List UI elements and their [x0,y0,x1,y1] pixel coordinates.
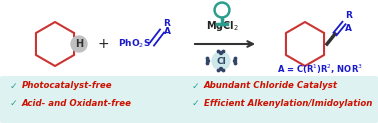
Text: MgCl$_2$: MgCl$_2$ [206,19,239,33]
Text: ✓: ✓ [10,99,18,108]
Circle shape [212,52,230,70]
Circle shape [220,68,223,70]
Circle shape [234,62,237,65]
Text: Cl: Cl [216,56,226,66]
Circle shape [220,52,223,54]
Text: PhO$_2$S: PhO$_2$S [118,38,151,50]
Circle shape [206,62,209,65]
Text: A: A [164,28,171,37]
Text: ✓: ✓ [10,82,18,91]
Text: A = C(R$^1$)R$^2$, NOR$^3$: A = C(R$^1$)R$^2$, NOR$^3$ [277,62,363,76]
Circle shape [71,36,87,52]
Circle shape [206,60,209,62]
Text: R: R [163,20,170,29]
Circle shape [217,5,228,15]
Text: A: A [345,24,352,33]
Circle shape [234,60,237,62]
Text: Photocatalyst-free: Photocatalyst-free [22,82,113,91]
Circle shape [217,50,220,53]
Circle shape [222,50,225,53]
Text: Abundant Chloride Catalyst: Abundant Chloride Catalyst [204,82,338,91]
Text: H: H [75,39,83,49]
Circle shape [206,57,209,60]
Text: +: + [97,37,109,51]
Circle shape [217,69,220,72]
Circle shape [222,69,225,72]
Circle shape [214,2,230,18]
Text: ✓: ✓ [192,82,200,91]
FancyBboxPatch shape [0,76,378,123]
Text: Efficient Alkenylation/Imidoylation: Efficient Alkenylation/Imidoylation [204,99,372,108]
Text: Acid- and Oxidant-free: Acid- and Oxidant-free [22,99,132,108]
Circle shape [234,57,237,60]
Text: R: R [345,11,352,20]
Text: ✓: ✓ [192,99,200,108]
